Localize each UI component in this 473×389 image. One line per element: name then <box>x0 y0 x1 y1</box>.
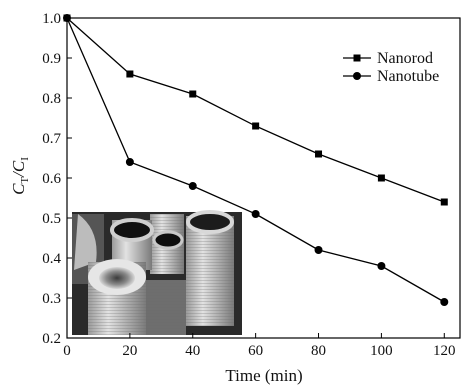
x-tick-label: 80 <box>311 343 326 359</box>
data-point-nanorod <box>377 174 385 182</box>
x-tick-label: 100 <box>370 343 393 359</box>
data-point-nanotube <box>251 210 260 218</box>
y-tick-label: 0.2 <box>42 331 61 347</box>
data-point-nanorod <box>126 70 134 78</box>
data-point-nanorod <box>440 198 448 206</box>
y-tick-label: 0.9 <box>42 51 61 67</box>
y-axis-title-num-sub: T <box>19 177 31 184</box>
data-point-nanotube <box>188 182 197 190</box>
data-point-nanorod <box>252 122 260 130</box>
x-tick-label: 120 <box>433 343 456 359</box>
legend-label-nanorod: Nanorod <box>377 50 433 67</box>
legend-marker-nanorod <box>353 54 361 62</box>
data-point-nanotube <box>377 262 386 270</box>
inset-sem-image <box>72 210 242 335</box>
y-tick-label: 0.7 <box>42 131 61 147</box>
y-tick-label: 0.3 <box>42 291 61 307</box>
x-axis-title: Time (min) <box>225 366 302 385</box>
legend-marker-nanotube <box>353 72 361 80</box>
series-layer <box>63 14 449 306</box>
data-point-nanorod <box>189 90 197 98</box>
x-tick-label: 20 <box>122 343 137 359</box>
data-point-nanotube <box>63 14 71 22</box>
y-axis-title-den-sub: I <box>19 157 31 161</box>
x-tick-label: 60 <box>248 343 263 359</box>
y-tick-label: 0.5 <box>42 211 61 227</box>
axis-ticks: 0 20 40 60 80 100 120 0.2 0.3 0.4 0.5 0.6 0.7 0.8 0.9 1… <box>42 11 455 359</box>
legend: Nanorod Nanotube <box>343 50 439 85</box>
y-axis-title-sep: /C <box>9 160 28 178</box>
data-point-nanorod <box>315 150 323 158</box>
data-point-nanotube <box>440 298 449 306</box>
data-point-nanotube <box>314 246 323 254</box>
x-tick-label: 40 <box>185 343 200 359</box>
y-tick-label: 0.4 <box>42 251 61 267</box>
series-line-nanorod <box>66 17 445 203</box>
y-axis-title-num: C <box>9 183 28 195</box>
data-point-nanotube <box>125 158 134 166</box>
y-axis-title: CT/CI <box>9 157 31 195</box>
legend-label-nanotube: Nanotube <box>377 68 439 85</box>
y-tick-label: 0.6 <box>42 171 61 187</box>
y-tick-label: 0.8 <box>42 91 61 107</box>
x-tick-label: 0 <box>63 343 71 359</box>
y-tick-label: 1.0 <box>42 11 61 27</box>
